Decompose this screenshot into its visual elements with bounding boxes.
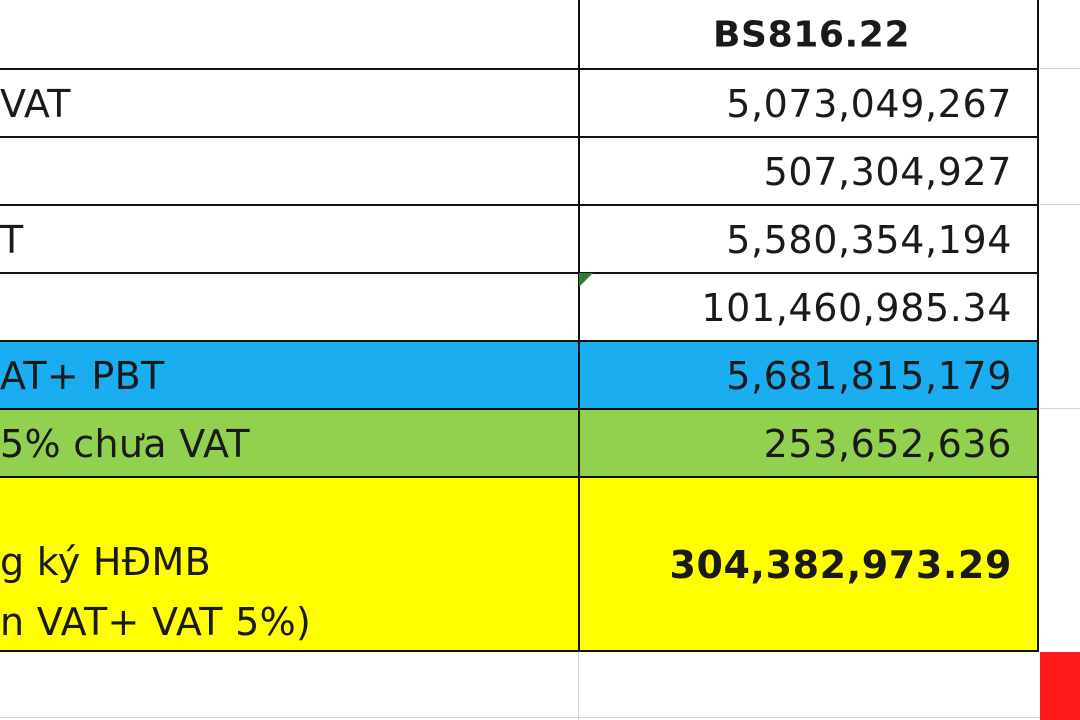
table-row: 507,304,927 (0, 138, 1080, 206)
cell-empty[interactable] (0, 652, 579, 720)
row-label: T (0, 218, 24, 262)
cell-extra[interactable] (1038, 206, 1080, 274)
total-label: g ký HĐMB n VAT+ VAT 5%) (0, 532, 311, 652)
grid-line (0, 408, 1038, 410)
grid-line (0, 717, 1080, 718)
grid-line (1040, 408, 1080, 409)
grid-line (1037, 0, 1039, 652)
table-row: VAT 5,073,049,267 (0, 70, 1080, 138)
grid-line (0, 136, 1038, 138)
cell-label[interactable]: VAT (0, 70, 579, 138)
table-row-blue: AT+ PBT 5,681,815,179 (0, 342, 1080, 410)
row-value: 5,580,354,194 (726, 218, 1012, 262)
row-label: AT+ PBT (0, 354, 165, 398)
cell-extra[interactable] (1038, 138, 1080, 206)
cell-empty[interactable] (579, 652, 1038, 720)
comment-indicator-icon[interactable] (579, 273, 593, 287)
grid-line (0, 476, 1038, 478)
cell-total-label[interactable]: g ký HĐMB n VAT+ VAT 5%) (0, 478, 579, 652)
header-row: BS816.22 (0, 0, 1080, 70)
cell-value[interactable]: 253,652,636 (579, 410, 1038, 478)
total-label-line1: g ký HĐMB (0, 540, 211, 584)
cell-value[interactable]: 101,460,985.34 (579, 274, 1038, 342)
row-value: 5,073,049,267 (726, 82, 1012, 126)
cell-label-header[interactable] (0, 0, 579, 70)
cell-label[interactable]: 5% chưa VAT (0, 410, 579, 478)
cell-value[interactable]: 5,681,815,179 (579, 342, 1038, 410)
cell-value[interactable]: 5,580,354,194 (579, 206, 1038, 274)
grid-line (578, 652, 579, 720)
table-row-green: 5% chưa VAT 253,652,636 (0, 410, 1080, 478)
cell-label[interactable] (0, 274, 579, 342)
cell-extra[interactable] (1038, 410, 1080, 478)
column-header-code: BS816.22 (713, 14, 911, 56)
cell-extra[interactable] (1038, 70, 1080, 138)
grid-line (0, 340, 1038, 342)
total-value: 304,382,973.29 (669, 543, 1012, 587)
grid-line (0, 650, 1038, 652)
grid-line (0, 204, 1038, 206)
grid-line (1040, 68, 1080, 69)
table-row: T 5,580,354,194 (0, 206, 1080, 274)
cell-label[interactable]: AT+ PBT (0, 342, 579, 410)
cell-value[interactable]: 507,304,927 (579, 138, 1038, 206)
total-row: g ký HĐMB n VAT+ VAT 5%) 304,382,973.29 (0, 478, 1080, 652)
row-value: 101,460,985.34 (701, 286, 1012, 330)
cell-extra[interactable] (1038, 342, 1080, 410)
grid-line (0, 272, 1038, 274)
cell-value[interactable]: 5,073,049,267 (579, 70, 1038, 138)
empty-row (0, 652, 1080, 720)
cell-total-value[interactable]: 304,382,973.29 (579, 478, 1038, 652)
red-filled-cell[interactable] (1040, 652, 1080, 720)
grid-line (1040, 204, 1080, 205)
cell-extra[interactable] (1038, 478, 1080, 652)
grid-line (578, 0, 580, 652)
row-value: 5,681,815,179 (726, 354, 1012, 398)
row-value: 507,304,927 (763, 150, 1012, 194)
cell-label[interactable] (0, 138, 579, 206)
row-label: VAT (0, 82, 71, 126)
total-label-line2: n VAT+ VAT 5%) (0, 600, 312, 644)
cell-label[interactable]: T (0, 206, 579, 274)
table-row: 101,460,985.34 (0, 274, 1080, 342)
grid-line (0, 68, 1038, 70)
row-value: 253,652,636 (763, 422, 1012, 466)
cell-extra-header[interactable] (1038, 0, 1080, 70)
row-label: 5% chưa VAT (0, 422, 250, 466)
cell-value-header[interactable]: BS816.22 (579, 0, 1038, 70)
cell-extra[interactable] (1038, 274, 1080, 342)
